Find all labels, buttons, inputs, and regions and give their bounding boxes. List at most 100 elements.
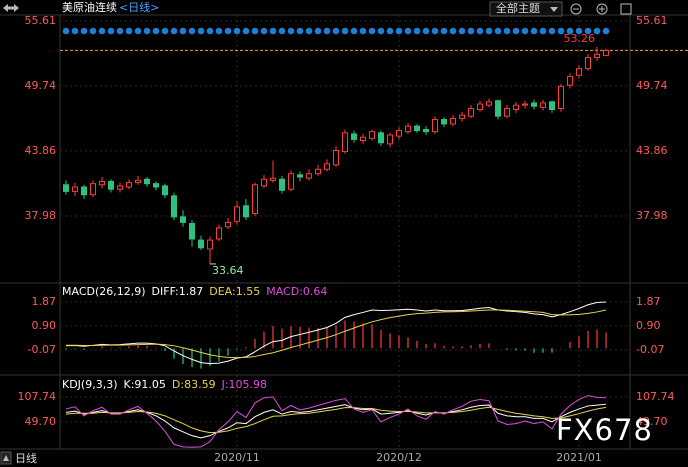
candle-body bbox=[135, 179, 141, 184]
event-marker bbox=[332, 27, 340, 35]
candle-body bbox=[531, 102, 537, 107]
legend-entry: K:91.05 bbox=[124, 378, 166, 391]
watermark: FX678 bbox=[556, 413, 653, 447]
candle-body bbox=[108, 180, 114, 190]
period-label: 日线 bbox=[15, 451, 37, 465]
candle-body bbox=[288, 173, 294, 190]
candle-body bbox=[450, 117, 456, 125]
dropdown-arrow bbox=[550, 7, 558, 12]
candle-body bbox=[234, 206, 240, 222]
candle-body bbox=[441, 119, 447, 125]
event-marker bbox=[494, 27, 502, 35]
candle-body bbox=[162, 185, 168, 196]
y-tick-label: -0.07 bbox=[28, 343, 56, 356]
event-marker bbox=[224, 27, 232, 35]
candle-body bbox=[261, 178, 267, 187]
event-marker bbox=[197, 27, 205, 35]
event-marker bbox=[440, 27, 448, 35]
zoom-in-icon[interactable] bbox=[596, 3, 608, 15]
candle-body bbox=[567, 75, 573, 86]
event-marker bbox=[422, 27, 430, 35]
legend-entry: DEA:1.55 bbox=[209, 285, 260, 298]
candle-body bbox=[432, 119, 438, 133]
candle-body bbox=[189, 222, 195, 240]
candle-body bbox=[585, 57, 591, 70]
y-tick-label: 49.70 bbox=[25, 415, 57, 428]
candle-body bbox=[495, 100, 501, 117]
event-marker bbox=[521, 27, 529, 35]
zoom-out-icon[interactable] bbox=[570, 3, 582, 15]
event-marker bbox=[134, 27, 142, 35]
candle-body bbox=[405, 125, 411, 133]
event-marker bbox=[143, 27, 151, 35]
event-marker bbox=[206, 27, 214, 35]
candle-body bbox=[342, 132, 348, 153]
event-marker bbox=[413, 27, 421, 35]
toolbar-icons bbox=[570, 3, 632, 15]
panel-title: KDJ(9,3,3) bbox=[62, 378, 118, 391]
candle-body bbox=[315, 168, 321, 175]
event-marker bbox=[449, 27, 457, 35]
event-marker bbox=[188, 27, 196, 35]
candle-body bbox=[72, 186, 78, 192]
event-marker bbox=[62, 27, 70, 35]
event-marker bbox=[566, 27, 574, 35]
event-marker bbox=[152, 27, 160, 35]
event-marker bbox=[359, 27, 367, 35]
event-marker bbox=[278, 27, 286, 35]
event-marker bbox=[458, 27, 466, 35]
event-marker bbox=[242, 27, 250, 35]
indicator-line bbox=[65, 395, 607, 448]
legend-entry: D:83.59 bbox=[172, 378, 216, 391]
event-marker bbox=[116, 27, 124, 35]
event-marker bbox=[485, 27, 493, 35]
candle-body bbox=[63, 184, 69, 192]
theme-button[interactable] bbox=[489, 1, 563, 17]
y-tick-label-right: 107.74 bbox=[636, 390, 675, 403]
event-marker bbox=[404, 27, 412, 35]
y-tick-label-right: 0.90 bbox=[636, 319, 661, 332]
candle-body bbox=[198, 239, 204, 249]
y-tick-label-right: 1.87 bbox=[636, 295, 661, 308]
candle-body bbox=[252, 184, 258, 215]
event-marker bbox=[377, 27, 385, 35]
candle-body bbox=[324, 163, 330, 170]
candle-body bbox=[369, 131, 375, 139]
event-marker bbox=[476, 27, 484, 35]
event-marker bbox=[233, 27, 241, 35]
event-marker bbox=[161, 27, 169, 35]
event-marker bbox=[503, 27, 511, 35]
candle-body bbox=[486, 101, 492, 106]
candle-body bbox=[576, 68, 582, 76]
event-marker bbox=[287, 27, 295, 35]
panel-title: MACD(26,12,9) bbox=[62, 285, 146, 298]
candle-body bbox=[297, 174, 303, 178]
y-tick-label: 49.74 bbox=[25, 79, 57, 92]
candle-body bbox=[540, 102, 546, 108]
settings-icon[interactable] bbox=[620, 3, 632, 15]
candle-body bbox=[90, 183, 96, 196]
indicator-line bbox=[65, 403, 607, 439]
period-link[interactable]: <日线> bbox=[119, 0, 159, 14]
legend-entry: DIFF:1.87 bbox=[152, 285, 204, 298]
candle-body bbox=[594, 53, 600, 59]
event-marker bbox=[584, 27, 592, 35]
candle-body bbox=[477, 103, 483, 111]
toggle-icon[interactable] bbox=[3, 4, 19, 12]
candle-body bbox=[180, 216, 186, 223]
candle-body bbox=[378, 132, 384, 144]
x-tick-label: 2020/12 bbox=[376, 451, 422, 464]
event-marker bbox=[350, 27, 358, 35]
y-tick-label-right: 55.61 bbox=[636, 14, 668, 27]
candle-body bbox=[144, 178, 150, 185]
y-tick-label: 1.87 bbox=[32, 295, 57, 308]
candle-body bbox=[171, 195, 177, 218]
event-marker bbox=[170, 27, 178, 35]
min-label: 33.64 bbox=[212, 264, 244, 277]
event-marker bbox=[89, 27, 97, 35]
y-tick-label: 0.90 bbox=[32, 319, 57, 332]
candle-body bbox=[117, 185, 123, 190]
event-marker bbox=[314, 27, 322, 35]
